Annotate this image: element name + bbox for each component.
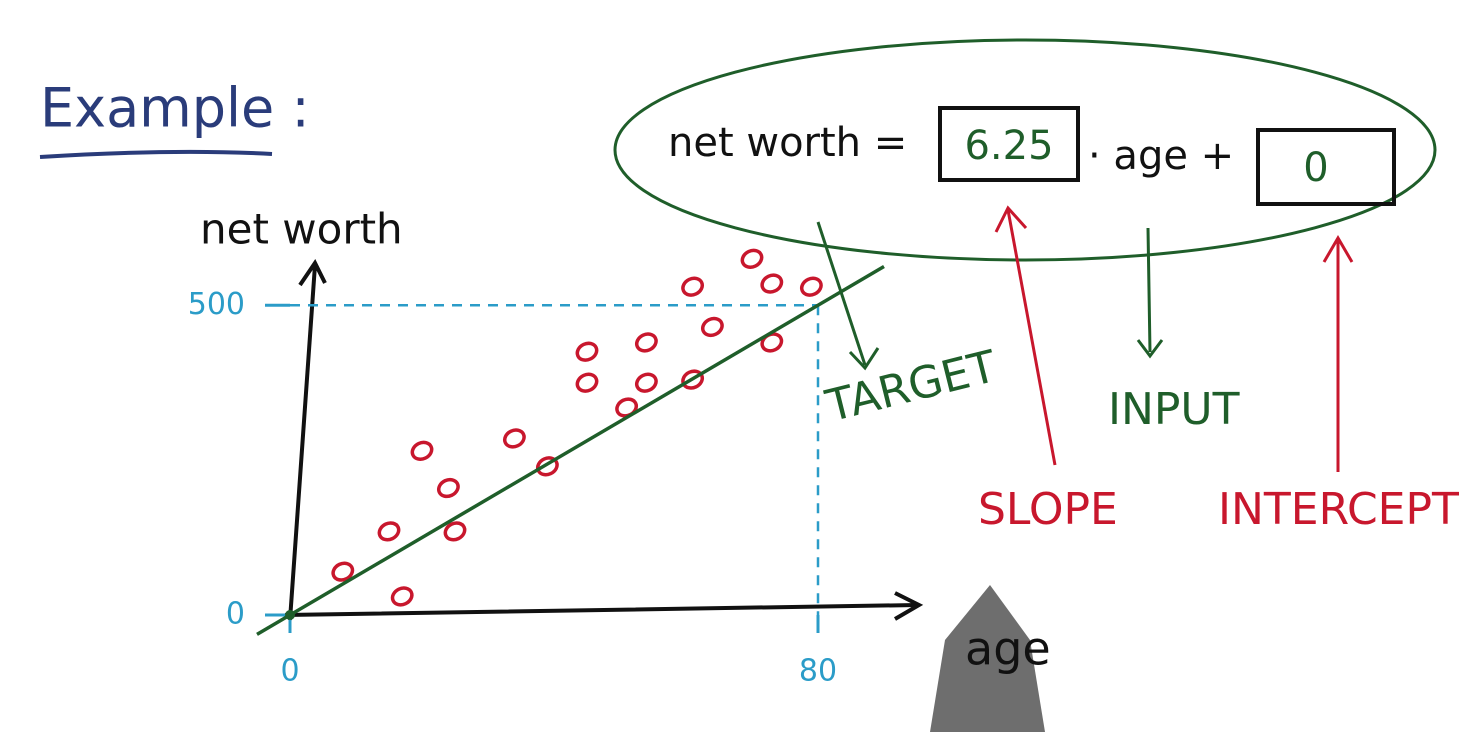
y-tick-label: 500 xyxy=(188,287,245,322)
input-label: INPUT xyxy=(1108,384,1240,435)
data-point xyxy=(760,273,784,294)
equation-left: net worth = xyxy=(668,120,907,166)
y-tick-label: 0 xyxy=(226,597,245,632)
input-arrow xyxy=(1136,227,1164,359)
x-tick-label: 0 xyxy=(280,654,299,689)
data-point xyxy=(575,341,599,362)
intercept-arrow xyxy=(1322,235,1354,472)
intercept-label: INTERCEPT xyxy=(1218,484,1459,535)
data-point xyxy=(700,316,724,338)
x-tick-label: 80 xyxy=(799,654,837,689)
intercept-box xyxy=(1256,128,1396,206)
heading-underline xyxy=(39,149,273,159)
data-point xyxy=(377,521,401,542)
slope-label: SLOPE xyxy=(978,484,1118,535)
x-axis xyxy=(284,591,924,621)
data-point xyxy=(740,248,764,269)
data-point xyxy=(634,332,658,353)
data-point xyxy=(443,521,467,542)
equation-middle: · age + xyxy=(1088,133,1234,179)
data-point xyxy=(390,586,414,607)
equation-ellipse xyxy=(613,38,1437,262)
data-point xyxy=(436,477,460,499)
slope-value: 6.25 xyxy=(964,123,1053,169)
data-point xyxy=(634,372,658,393)
data-point xyxy=(575,372,599,393)
pencil xyxy=(930,585,1045,732)
plot: net worth age 0 500 0 80 xyxy=(188,205,1051,689)
data-point xyxy=(681,276,705,297)
y-axis-label: net worth xyxy=(200,205,403,254)
heading: Example : xyxy=(40,77,310,140)
data-point xyxy=(410,440,434,461)
data-point xyxy=(799,276,823,297)
intercept-value: 0 xyxy=(1303,145,1328,191)
slope-box xyxy=(938,106,1080,182)
origin-dot xyxy=(285,610,295,620)
data-point xyxy=(502,428,526,449)
data-point xyxy=(331,561,355,582)
x-axis-label: age xyxy=(965,622,1051,676)
y-axis xyxy=(288,259,327,621)
slope-arrow xyxy=(994,205,1057,466)
fit-line xyxy=(256,265,885,636)
